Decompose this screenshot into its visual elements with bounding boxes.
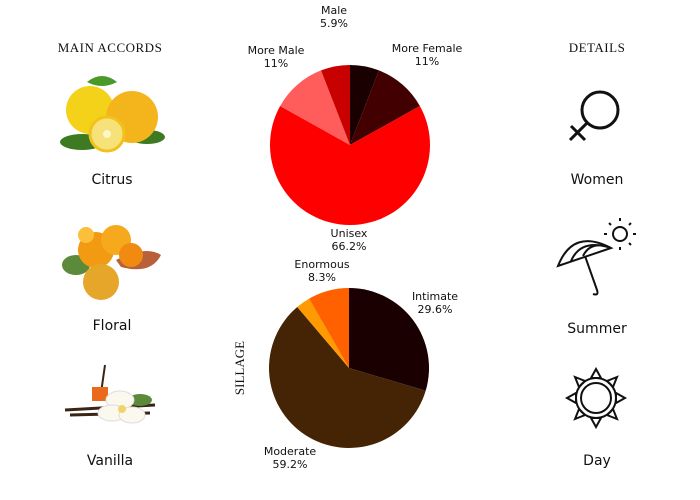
sillage-axis-title: SILLAGE	[232, 340, 247, 396]
pie-slice-moderate	[268, 307, 426, 449]
detail-label-summer: Summer	[567, 321, 627, 337]
accord-label-floral: Floral	[92, 318, 132, 334]
label-more-female: More Female 11%	[391, 42, 463, 68]
detail-label-women: Women	[570, 172, 624, 188]
label-moderate: Moderate 59.2%	[263, 445, 317, 471]
pie-slice-male	[321, 65, 350, 145]
pie-slice-intimate	[349, 288, 429, 391]
label-unisex: Unisex 66.2%	[330, 227, 368, 253]
sun-icon	[564, 367, 628, 429]
pie-slice-unlabeled	[350, 65, 379, 145]
vanilla-image	[64, 364, 156, 424]
citrus-image	[60, 76, 165, 153]
label-more-male: More Male 11%	[247, 44, 305, 70]
pie-slice-enormous	[309, 288, 349, 368]
umbrella-sun-icon	[556, 218, 636, 296]
pie-slice-unisex	[270, 106, 430, 225]
female-symbol-icon	[568, 90, 620, 142]
details-title: DETAILS	[568, 40, 626, 55]
pie-slice-more-female	[350, 70, 420, 145]
pie-slice-unlabeled	[297, 298, 349, 368]
detail-label-day: Day	[583, 453, 611, 469]
accord-label-citrus: Citrus	[91, 172, 133, 188]
label-enormous: Enormous 8.3%	[294, 258, 350, 284]
accord-label-vanilla: Vanilla	[86, 453, 134, 469]
floral-image	[62, 225, 161, 300]
pie-slice-more-male	[280, 70, 350, 145]
main-accords-title: MAIN ACCORDS	[57, 40, 163, 55]
label-male: Male 5.9%	[320, 4, 348, 30]
label-intimate: Intimate 29.6%	[411, 290, 459, 316]
